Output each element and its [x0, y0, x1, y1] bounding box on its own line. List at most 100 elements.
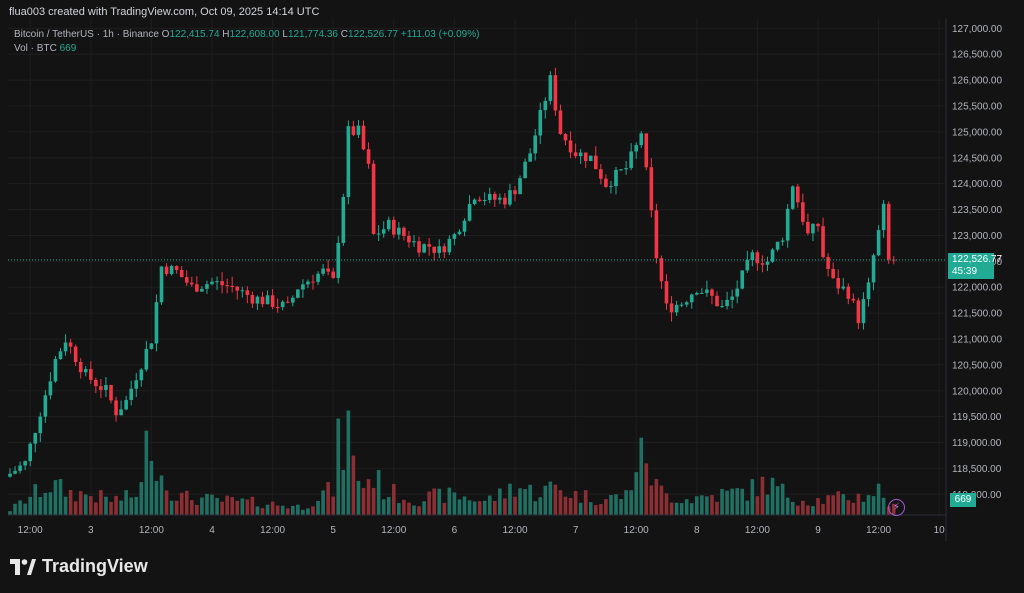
volume-bar: [578, 502, 583, 515]
candle-body: [548, 75, 553, 101]
volume-bar: [705, 496, 709, 515]
volume-bar: [114, 495, 118, 515]
candle-body: [230, 285, 234, 287]
candle-body: [760, 263, 765, 265]
candle-body: [790, 186, 795, 209]
volume-bar: [790, 501, 795, 515]
volume-bar: [780, 483, 785, 515]
volume-bar: [58, 479, 63, 515]
volume-bar: [594, 505, 598, 515]
candle-body: [179, 270, 184, 278]
candle-body: [487, 193, 492, 200]
volume-bar: [38, 496, 43, 515]
candle-body: [361, 125, 366, 150]
candle-body: [669, 303, 674, 313]
volume-bar: [8, 511, 12, 515]
candle-body: [275, 306, 280, 308]
candle-body: [104, 385, 108, 390]
candle-body: [609, 186, 613, 188]
volume-bar: [240, 498, 245, 515]
volume-bar: [341, 469, 346, 515]
volume-value: 669: [59, 43, 77, 54]
candle-body: [331, 271, 335, 278]
candle-body: [73, 346, 78, 362]
volume-bar: [311, 506, 315, 515]
symbol-label[interactable]: Bitcoin / TetherUS · 1h · Binance: [14, 29, 159, 40]
candle-body: [821, 226, 825, 258]
candle-body: [588, 155, 593, 161]
candle-body: [83, 369, 88, 373]
candle-body: [528, 153, 532, 162]
volume-bar: [725, 490, 729, 515]
candle-body: [402, 227, 406, 236]
volume-bar: [174, 500, 179, 515]
volume-bar: [397, 503, 401, 515]
tradingview-logo-mark: [10, 558, 36, 575]
candle-body: [8, 473, 12, 477]
time-tick-label: 12:00: [502, 525, 527, 536]
volume-bar: [225, 495, 229, 515]
volume-bar: [755, 496, 760, 515]
candle-body: [700, 292, 704, 294]
candle-body: [129, 388, 133, 400]
candle-body: [442, 246, 447, 253]
price-tick-label: 120,000.00: [952, 386, 1002, 397]
price-tick-label: 119,500.00: [952, 412, 1002, 423]
volume-bar: [750, 479, 755, 515]
candle-body: [23, 461, 27, 466]
volume-bar: [407, 502, 411, 515]
candle-body: [533, 135, 537, 154]
time-tick-label: 12:00: [260, 525, 285, 536]
change-value: +111.03 (+0.09%): [400, 29, 480, 40]
volume-bar: [679, 503, 684, 515]
volume-bar: [164, 490, 169, 515]
volume-bar: [573, 490, 578, 515]
candle-body: [225, 285, 229, 287]
price-tick-label: 126,000.00: [952, 76, 1002, 87]
volume-bar: [583, 490, 588, 515]
candle-body: [856, 300, 861, 324]
volume-bar: [43, 492, 48, 515]
lightning-icon[interactable]: ⚡: [888, 499, 905, 516]
candle-body: [240, 290, 245, 292]
ohlc-legend: Bitcoin / TetherUS · 1h · Binance O122,4…: [14, 29, 479, 40]
time-tick-label: 6: [452, 525, 458, 536]
last-price-value: 122,526.77: [952, 254, 1003, 265]
volume-bar: [599, 504, 603, 515]
candle-body: [99, 386, 103, 390]
candle-body: [427, 244, 431, 247]
close-label: C: [340, 29, 349, 40]
candle-body: [770, 249, 775, 262]
candle-body: [846, 286, 851, 299]
volume-bar: [144, 430, 149, 515]
volume-bar: [361, 487, 366, 515]
price-tick-label: 118,000.00: [952, 490, 1002, 501]
candle-body: [154, 302, 159, 344]
candle-body: [513, 190, 517, 195]
volume-bar: [386, 497, 391, 515]
volume-bar: [296, 504, 300, 515]
candle-body: [63, 342, 68, 352]
volume-bar: [104, 496, 108, 515]
price-tick-label: 121,000.00: [952, 334, 1002, 345]
volume-bar: [124, 490, 128, 515]
volume-bar: [861, 501, 866, 515]
candle-body: [806, 221, 810, 234]
time-tick-label: 5: [330, 525, 336, 536]
candle-body: [644, 133, 649, 168]
candle-body: [629, 151, 633, 169]
volume-bar: [624, 490, 628, 515]
candle-body: [750, 252, 755, 261]
candle-body: [664, 281, 669, 304]
volume-bar: [442, 502, 447, 515]
candle-body: [205, 284, 209, 289]
candle-body: [270, 295, 275, 307]
volume-tag: 669: [950, 493, 976, 507]
candle-body: [851, 298, 856, 301]
volume-bar: [740, 488, 745, 515]
candle-body: [599, 169, 603, 179]
candle-body: [583, 152, 588, 161]
candle-body: [801, 202, 805, 222]
volume-label[interactable]: Vol · BTC: [14, 43, 57, 54]
